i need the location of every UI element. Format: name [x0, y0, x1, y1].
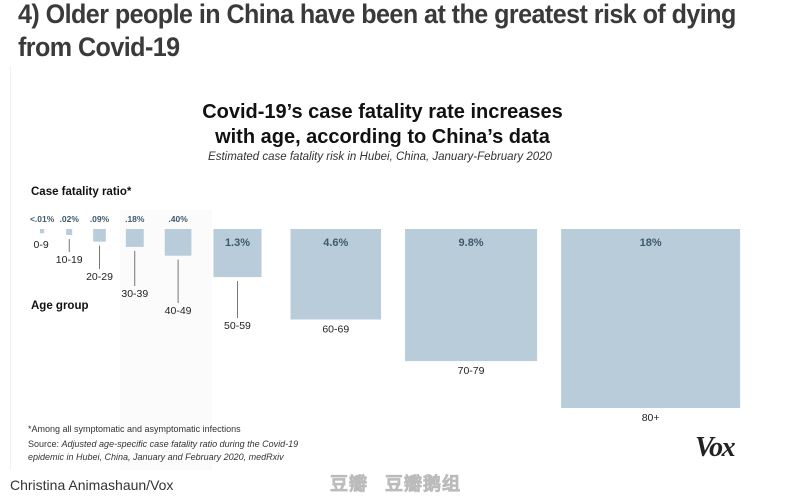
value-label: 9.8%	[459, 237, 484, 249]
category-label: 50-59	[224, 320, 251, 332]
square-0-9	[40, 229, 45, 234]
category-label: 30-39	[121, 288, 148, 300]
value-label: <.01%	[30, 214, 55, 224]
footnote: *Among all symptomatic and asymptomatic …	[28, 424, 241, 434]
square-30-39	[125, 229, 144, 247]
chart-subtitle: Estimated case fatality risk in Hubei, C…	[208, 151, 552, 163]
square-10-19	[66, 229, 73, 235]
headline: 4) Older people in China have been at th…	[18, 0, 736, 62]
square-20-29	[93, 229, 106, 242]
category-label: 10-19	[56, 254, 83, 266]
watermark-2: 豆瓣鹅组	[385, 474, 461, 495]
category-label: 40-49	[165, 305, 192, 317]
square-40-49	[164, 229, 192, 256]
source-note: Source: Adjusted age-specific case fatal…	[28, 438, 328, 464]
square-60-69	[290, 229, 382, 320]
watermark-1: 豆瓣	[330, 474, 368, 495]
category-label: 80+	[642, 412, 660, 424]
category-label: 0-9	[34, 239, 49, 251]
category-label: 70-79	[458, 365, 485, 377]
value-label: 18%	[640, 237, 662, 249]
vox-logo: Vox	[695, 432, 736, 463]
category-label: 60-69	[322, 323, 349, 335]
source-text: Adjusted age-specific case fatality rati…	[28, 439, 299, 462]
value-label: 1.3%	[225, 237, 250, 249]
category-label: 20-29	[86, 271, 113, 283]
photo-credit: Christina Animashaun/Vox	[10, 477, 174, 493]
value-label: .09%	[90, 214, 110, 224]
square-50-59	[213, 229, 262, 278]
source-prefix: Source:	[28, 439, 62, 449]
value-label: .18%	[125, 214, 145, 224]
value-label: 4.6%	[323, 237, 348, 249]
value-label: .02%	[60, 214, 80, 224]
category-axis-label: Age group	[31, 300, 89, 312]
square-80+	[561, 229, 741, 408]
square-70-79	[405, 229, 538, 362]
value-label: .40%	[168, 214, 188, 224]
value-axis-label: Case fatality ratio*	[31, 186, 132, 198]
chart-title: Covid-19’s case fatality rate increases …	[202, 101, 563, 148]
